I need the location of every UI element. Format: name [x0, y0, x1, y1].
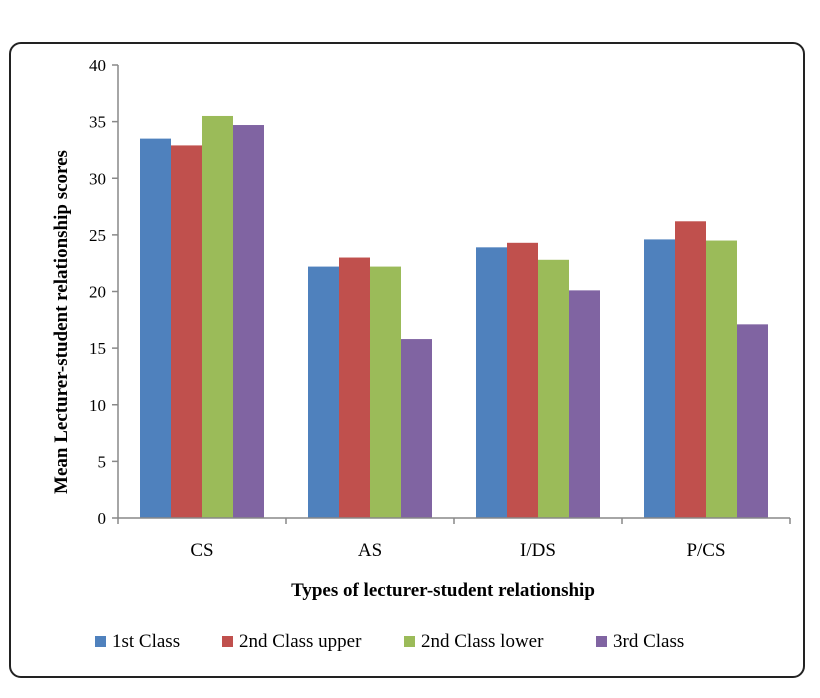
bar — [140, 138, 171, 519]
bar — [538, 259, 569, 518]
legend-swatch — [222, 636, 233, 647]
bar — [675, 221, 706, 518]
y-tick-label: 5 — [98, 452, 107, 471]
x-axis-title: Types of lecturer-student relationship — [291, 580, 595, 601]
y-axis-ticks: 0 5 10 15 20 25 30 35 40 — [89, 56, 118, 528]
legend-label: 2nd Class upper — [239, 631, 362, 652]
bar — [233, 125, 264, 519]
legend: 1st Class 2nd Class upper 2nd Class lower 3… — [95, 631, 684, 652]
y-tick-label: 25 — [89, 226, 106, 245]
legend-label: 1st Class — [112, 631, 180, 652]
bar — [202, 115, 233, 519]
bar — [401, 339, 432, 518]
legend-label: 2nd Class lower — [421, 631, 544, 652]
bar — [569, 290, 600, 518]
bar — [171, 145, 202, 518]
legend-swatch — [404, 636, 415, 647]
bar — [507, 242, 538, 519]
legend-swatch — [95, 636, 106, 647]
x-axis-categories: CS AS I/DS P/CS — [190, 540, 725, 561]
y-tick-label: 40 — [89, 56, 106, 75]
x-category-label: P/CS — [686, 540, 725, 561]
x-category-label: AS — [358, 540, 382, 561]
x-category-label: CS — [190, 540, 213, 561]
x-category-label: I/DS — [520, 540, 556, 561]
y-axis-title: Mean Lecturer-student relationship score… — [51, 150, 72, 494]
legend-swatch — [596, 636, 607, 647]
bar — [737, 324, 768, 518]
bar — [370, 266, 401, 518]
y-tick-label: 15 — [89, 339, 106, 358]
bar — [706, 240, 737, 518]
bar — [644, 239, 675, 518]
bar — [339, 257, 370, 518]
y-tick-label: 10 — [89, 396, 106, 415]
bar — [476, 247, 507, 518]
bar — [308, 266, 339, 518]
bars — [140, 115, 768, 519]
legend-label: 3rd Class — [613, 631, 684, 652]
y-tick-label: 35 — [89, 113, 106, 132]
y-tick-label: 20 — [89, 283, 106, 302]
y-tick-label: 30 — [89, 169, 106, 188]
y-tick-label: 0 — [98, 509, 107, 528]
